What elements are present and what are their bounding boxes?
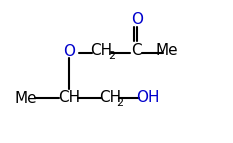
- Text: O: O: [131, 12, 143, 27]
- Text: O: O: [63, 44, 75, 59]
- Text: CH: CH: [90, 43, 113, 58]
- Text: CH: CH: [99, 90, 121, 105]
- Text: C: C: [131, 43, 142, 58]
- Text: CH: CH: [58, 90, 80, 105]
- Text: Me: Me: [156, 43, 178, 58]
- Text: 2: 2: [117, 98, 124, 108]
- Text: Me: Me: [15, 91, 38, 106]
- Text: OH: OH: [136, 90, 159, 105]
- Text: 2: 2: [108, 51, 115, 61]
